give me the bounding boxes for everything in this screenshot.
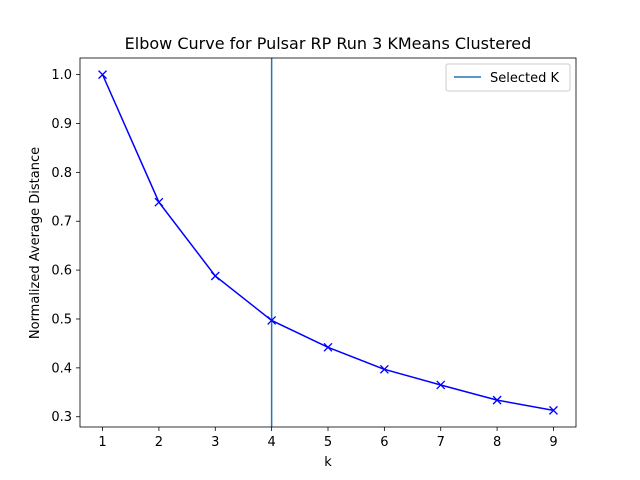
y-tick-label: 0.5 — [51, 312, 72, 327]
data-point-marker — [323, 342, 333, 352]
data-point-marker — [548, 405, 558, 415]
y-tick-label: 1.0 — [51, 68, 72, 83]
x-tick-label: 3 — [211, 435, 219, 450]
data-point-marker — [210, 271, 220, 281]
y-axis-label: Normalized Average Distance — [28, 147, 43, 339]
y-tick-label: 0.7 — [51, 215, 72, 230]
legend-label-selected-k: Selected K — [490, 71, 559, 86]
x-tick-label: 7 — [437, 435, 445, 450]
series-markers — [98, 70, 558, 415]
y-tick-label: 0.8 — [51, 166, 72, 181]
x-axis-label: k — [324, 455, 332, 470]
x-tick-label: 2 — [155, 435, 163, 450]
x-axis-ticks: 1 2 3 4 5 6 7 8 9 — [98, 427, 558, 450]
y-axis-ticks: 0.3 0.4 0.5 0.6 0.7 0.8 0.9 1.0 — [51, 68, 80, 425]
data-point-marker — [154, 197, 164, 207]
y-tick-label: 0.4 — [51, 361, 72, 376]
legend: Selected K — [445, 63, 571, 92]
data-point-marker — [98, 70, 108, 80]
y-tick-label: 0.3 — [51, 410, 72, 425]
y-tick-label: 0.9 — [51, 117, 72, 132]
legend-box — [445, 63, 571, 92]
axes-frame — [79, 57, 577, 428]
x-tick-label: 6 — [380, 435, 388, 450]
y-tick-label: 0.6 — [51, 264, 72, 279]
data-point-marker — [379, 364, 389, 374]
x-tick-label: 4 — [267, 435, 275, 450]
x-tick-label: 1 — [98, 435, 106, 450]
plot-area: 1 2 3 4 5 6 7 8 9 0.3 0.4 0.5 0.6 0.7 0.8 0.9 1.0 — [51, 57, 577, 450]
data-point-marker — [267, 315, 277, 325]
chart-title: Elbow Curve for Pulsar RP Run 3 KMeans C… — [125, 34, 532, 53]
x-tick-label: 8 — [493, 435, 501, 450]
data-point-marker — [436, 380, 446, 390]
x-tick-label: 9 — [549, 435, 557, 450]
data-point-marker — [492, 395, 502, 405]
x-tick-label: 5 — [324, 435, 332, 450]
